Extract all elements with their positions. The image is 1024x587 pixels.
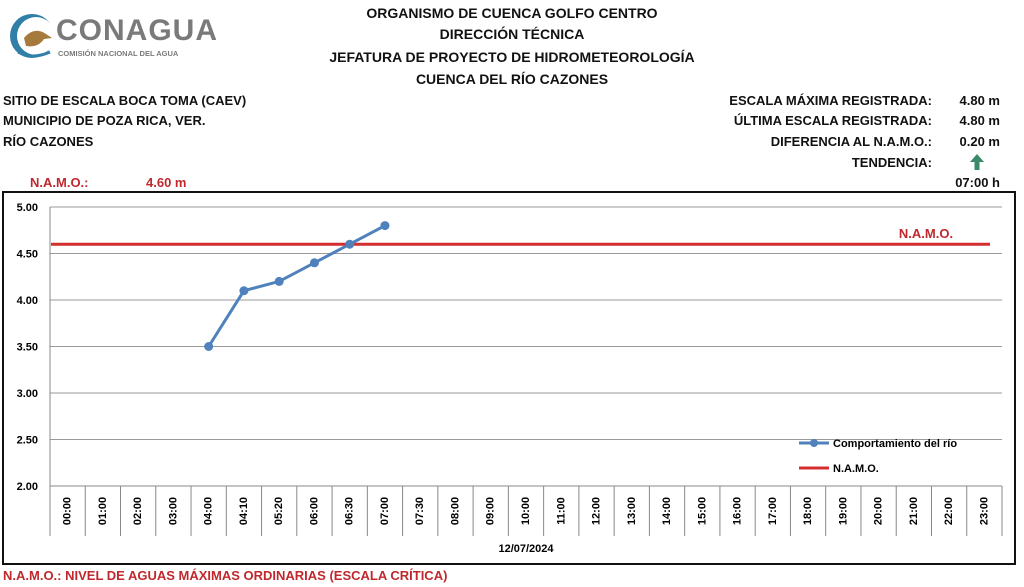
river-name: RÍO CAZONES: [3, 134, 94, 149]
river-data-point: [309, 258, 319, 268]
x-tick-label: 06:30: [344, 497, 356, 525]
river-data-point: [239, 286, 249, 296]
y-tick-label: 4.00: [17, 295, 38, 307]
conagua-logo: CONAGUA COMISIÓN NACIONAL DEL AGUA: [6, 8, 236, 69]
x-tick-label: 17:00: [767, 497, 779, 525]
last-label: ÚLTIMA ESCALA REGISTRADA:: [733, 113, 932, 128]
y-tick-label: 4.50: [17, 249, 38, 261]
logo-name: CONAGUA: [56, 14, 218, 47]
last-value: 4.80 m: [959, 113, 1000, 128]
x-tick-label: 10:00: [520, 497, 532, 525]
y-tick-label: 3.50: [17, 342, 38, 354]
x-tick-label: 09:00: [485, 497, 497, 525]
y-tick-label: 2.50: [17, 435, 38, 447]
x-tick-label: 16:00: [732, 497, 744, 525]
river-data-point: [204, 342, 214, 351]
river-data-point: [380, 221, 390, 231]
x-tick-label: 00:00: [62, 497, 74, 525]
x-tick-label: 18:00: [802, 497, 814, 525]
footer-note: N.A.M.O.: NIVEL DE AGUAS MÁXIMAS ORDINAR…: [3, 568, 448, 583]
max-value: 4.80 m: [959, 93, 1000, 108]
x-tick-label: 06:00: [308, 497, 320, 525]
up-arrow-icon: [970, 154, 984, 170]
x-tick-label: 21:00: [908, 497, 920, 525]
legend-river-label: Comportamiento del río: [833, 438, 957, 450]
y-tick-label: 5.00: [17, 202, 38, 214]
x-tick-label: 04:00: [203, 497, 215, 525]
header-line-2: DIRECCIÓN TÉCNICA: [439, 26, 585, 42]
namo-value: 4.60 m: [146, 175, 187, 190]
x-tick-label: 01:00: [97, 497, 109, 525]
x-tick-label: 20:00: [873, 497, 885, 525]
header-line-3: JEFATURA DE PROYECTO DE HIDROMETEOROLOGÍ…: [329, 49, 695, 65]
header-line-4: CUENCA DEL RÍO CAZONES: [415, 71, 609, 87]
river-series-line: [207, 224, 386, 348]
x-tick-label: 03:00: [167, 497, 179, 525]
logo-subtitle: COMISIÓN NACIONAL DEL AGUA: [58, 49, 179, 58]
diff-value: 0.20 m: [959, 134, 1000, 149]
x-tick-label: 11:00: [555, 497, 567, 525]
diff-label: DIFERENCIA AL N.A.M.O.:: [770, 134, 932, 149]
x-tick-label: 04:10: [238, 497, 250, 525]
conagua-bird-logo-icon: [10, 14, 55, 58]
x-tick-label: 22:00: [943, 497, 955, 525]
x-axis-label: 12/07/2024: [498, 543, 554, 555]
legend-river-marker: [810, 439, 818, 447]
namo-line-label: N.A.M.O.: [899, 226, 953, 241]
x-tick-label: 14:00: [661, 497, 673, 525]
x-tick-label: 13:00: [626, 497, 638, 525]
river-data-point: [345, 239, 355, 249]
y-tick-label: 3.00: [17, 388, 38, 400]
x-tick-label: 12:00: [591, 497, 603, 525]
namo-label: N.A.M.O.:: [30, 175, 89, 190]
x-tick-label: 05:20: [273, 497, 285, 525]
header-line-1: ORGANISMO DE CUENCA GOLFO CENTRO: [366, 5, 658, 21]
trend-label: TENDENCIA:: [851, 155, 932, 170]
legend-namo-label: N.A.M.O.: [833, 463, 879, 475]
river-data-point: [274, 276, 284, 286]
x-tick-label: 15:00: [696, 497, 708, 525]
x-tick-label: 02:00: [132, 497, 144, 525]
max-label: ESCALA MÁXIMA REGISTRADA:: [729, 93, 932, 108]
x-tick-label: 07:30: [414, 497, 426, 525]
x-tick-label: 07:00: [379, 497, 391, 525]
x-tick-label: 08:00: [449, 497, 461, 525]
station-name: SITIO DE ESCALA BOCA TOMA (CAEV): [3, 93, 247, 108]
chart-frame: 2.00 2.50 3.00 3.50 4.00 4.50 5.00 00:00 01:00 02…: [2, 191, 1016, 565]
x-tick-label: 23:00: [978, 497, 990, 525]
river-level-chart: 2.00 2.50 3.00 3.50 4.00 4.50 5.00 00:00 01:00 02…: [17, 202, 1003, 555]
municipality: MUNICIPIO DE POZA RICA, VER.: [3, 113, 206, 128]
x-tick-label: 19:00: [837, 497, 849, 525]
y-tick-label: 2.00: [17, 481, 38, 493]
time-value: 07:00 h: [955, 175, 1000, 190]
